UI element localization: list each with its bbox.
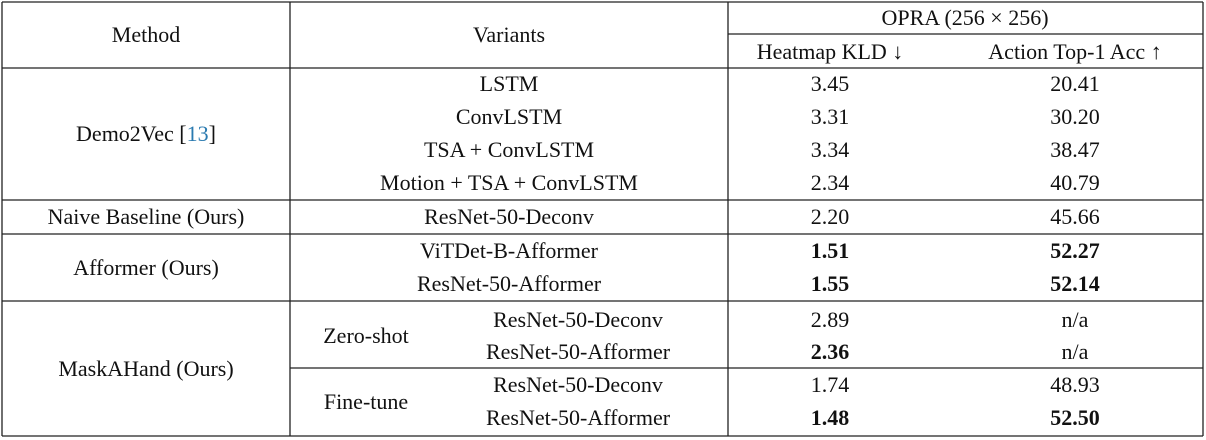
kld-value: 1.51 (810, 238, 850, 263)
header-dataset: OPRA (256 × 256) (881, 5, 1049, 30)
setting: Fine-tune (323, 388, 409, 414)
kld-value: 2.20 (810, 204, 850, 229)
kld-value: 1.55 (810, 271, 850, 296)
variant: LSTM (479, 71, 539, 96)
method: MaskAHand (Ours) (58, 358, 233, 380)
header-method: Method (111, 22, 181, 47)
acc-value: 45.66 (1050, 204, 1100, 229)
acc-value: n/a (1061, 339, 1089, 364)
variant: ResNet-50-Deconv (493, 307, 663, 332)
kld-value: 2.34 (810, 170, 850, 195)
header-metric: Heatmap KLD ↓ (756, 39, 904, 64)
kld-value: 2.36 (810, 339, 850, 364)
acc-value: 52.14 (1050, 271, 1100, 296)
variant: ResNet-50-Deconv (424, 204, 594, 229)
acc-value: n/a (1061, 307, 1089, 332)
kld-value: 2.89 (810, 307, 850, 332)
method-name: MaskAHand (Ours) (58, 356, 234, 381)
variant: ResNet-50-Afformer (485, 339, 671, 364)
method: Afformer (Ours) (73, 254, 219, 280)
variant: ViTDet-B-Afformer (420, 238, 598, 263)
variant: ResNet-50-Deconv (493, 372, 663, 397)
variant: ResNet-50-Afformer (416, 271, 602, 296)
variant: ResNet-50-Afformer (485, 405, 671, 430)
method: Demo2Vec [13] (76, 120, 216, 146)
acc-value: 48.93 (1050, 372, 1100, 397)
acc-value: 40.79 (1050, 170, 1100, 195)
kld-value: 1.74 (810, 372, 850, 397)
variant: Motion + TSA + ConvLSTM (380, 170, 638, 195)
method-name: Naive Baseline (Ours) (47, 204, 245, 229)
variant: ConvLSTM (455, 104, 563, 129)
acc-value: 30.20 (1050, 104, 1100, 129)
citation[interactable]: 13 (186, 120, 209, 146)
acc-value: 52.27 (1050, 238, 1100, 263)
kld-value: 3.45 (810, 71, 850, 96)
method: Naive Baseline (Ours) (48, 206, 245, 228)
header-metric: Action Top-1 Acc ↑ (988, 39, 1162, 64)
variant: TSA + ConvLSTM (423, 137, 595, 162)
kld-value: 3.31 (810, 104, 850, 129)
acc-value: 52.50 (1050, 405, 1100, 430)
kld-value: 1.48 (810, 405, 850, 430)
header-variants: Variants (472, 22, 546, 47)
setting: Zero-shot (323, 323, 409, 348)
acc-value: 38.47 (1050, 137, 1100, 162)
kld-value: 3.34 (810, 137, 850, 162)
method-name: Demo2Vec [ (76, 120, 187, 146)
method-name: ] (208, 120, 216, 146)
method-name: Afformer (Ours) (73, 254, 219, 280)
acc-value: 20.41 (1050, 71, 1100, 96)
